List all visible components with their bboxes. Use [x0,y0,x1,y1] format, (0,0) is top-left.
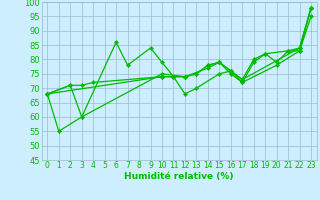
X-axis label: Humidité relative (%): Humidité relative (%) [124,172,234,181]
